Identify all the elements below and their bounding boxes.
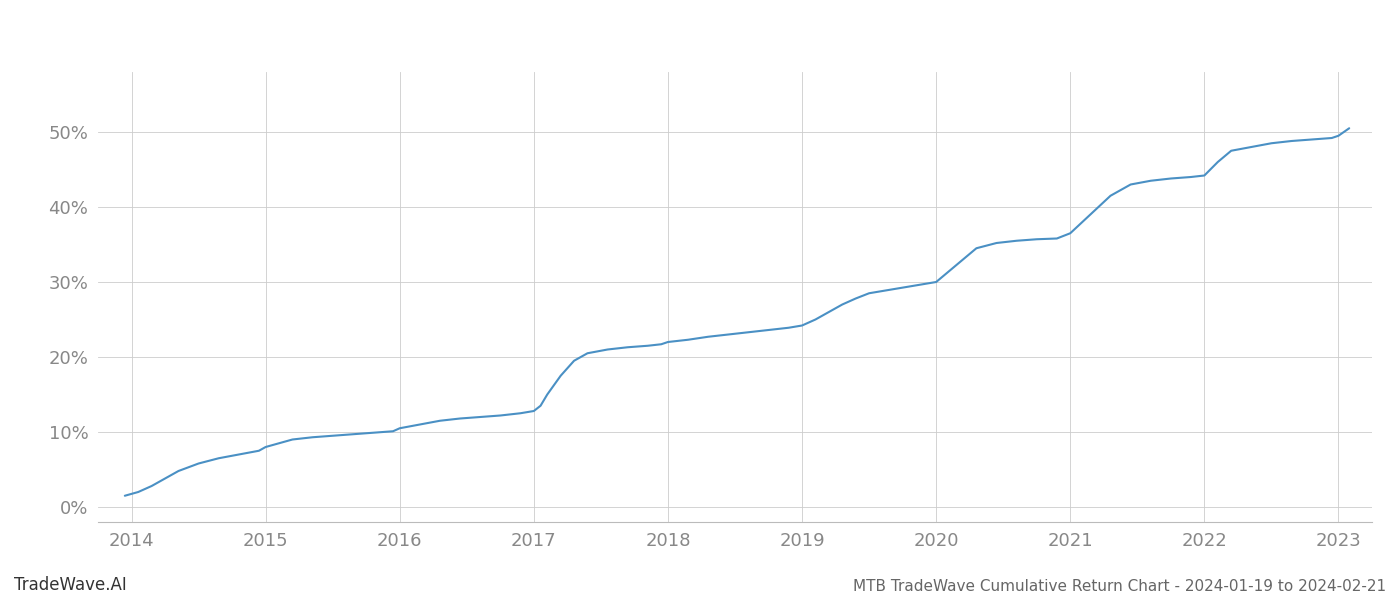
Text: MTB TradeWave Cumulative Return Chart - 2024-01-19 to 2024-02-21: MTB TradeWave Cumulative Return Chart - … (853, 579, 1386, 594)
Text: TradeWave.AI: TradeWave.AI (14, 576, 127, 594)
